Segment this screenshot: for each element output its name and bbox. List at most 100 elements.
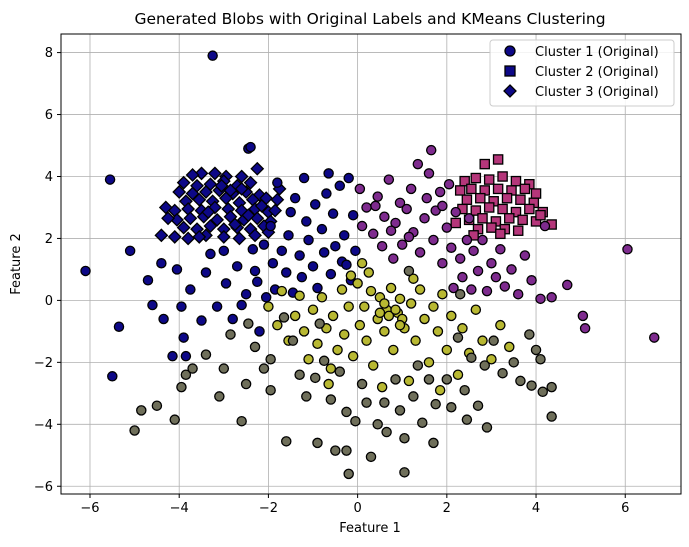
data-point-circle xyxy=(258,363,270,374)
data-point-circle xyxy=(124,245,136,257)
data-point-circle xyxy=(381,426,392,438)
data-point-circle xyxy=(648,332,660,343)
legend-label-1: Cluster 1 (Original) xyxy=(535,45,659,60)
data-point-diamond xyxy=(207,166,222,181)
data-point-circle xyxy=(214,391,225,402)
data-point-circle xyxy=(196,315,207,326)
data-point-circle xyxy=(399,432,410,444)
data-point-circle xyxy=(207,50,218,61)
data-point-circle xyxy=(113,321,125,332)
data-point-circle xyxy=(450,206,461,218)
data-point-circle xyxy=(252,276,263,288)
data-point-circle xyxy=(432,326,444,337)
data-point-circle xyxy=(258,239,270,250)
data-point-circle xyxy=(176,301,187,312)
data-point-circle xyxy=(452,369,464,380)
data-point-circle xyxy=(372,419,383,430)
data-point-circle xyxy=(423,168,435,179)
data-point-circle xyxy=(176,381,187,393)
data-point-circle xyxy=(338,329,350,340)
data-point-square xyxy=(492,183,504,195)
data-point-circle xyxy=(240,378,252,390)
data-point-diamond xyxy=(199,185,213,199)
data-point-diamond xyxy=(181,231,196,246)
data-point-square xyxy=(450,217,461,229)
data-point-circle xyxy=(363,267,375,278)
data-point-circle xyxy=(370,200,381,212)
data-point-square xyxy=(479,158,490,170)
data-point-circle xyxy=(289,192,301,204)
data-point-circle xyxy=(289,310,301,322)
data-point-circle xyxy=(276,245,288,257)
data-point-circle xyxy=(281,267,292,278)
data-point-circle xyxy=(579,323,591,334)
data-point-circle xyxy=(325,363,337,374)
data-point-circle xyxy=(356,220,368,232)
data-point-circle xyxy=(506,264,517,275)
data-point-circle xyxy=(350,415,361,427)
data-point-square xyxy=(530,188,542,199)
data-point-circle xyxy=(296,271,308,283)
data-point-circle xyxy=(441,344,453,356)
data-point-diamond xyxy=(203,219,218,233)
data-point-circle xyxy=(390,374,401,385)
data-point-circle xyxy=(403,375,415,387)
data-point-circle xyxy=(379,298,390,309)
data-point-circle xyxy=(417,417,428,429)
data-point-circle xyxy=(265,354,276,365)
data-point-circle xyxy=(419,313,430,325)
data-point-circle xyxy=(312,338,323,350)
data-point-circle xyxy=(546,292,557,303)
data-point-circle xyxy=(437,257,448,269)
data-point-circle xyxy=(318,355,330,367)
data-point-diamond xyxy=(270,192,285,207)
data-point-circle xyxy=(477,335,488,346)
data-point-circle xyxy=(488,335,499,346)
data-point-circle xyxy=(354,319,366,331)
legend: Cluster 1 (Original) Cluster 2 (Original… xyxy=(489,39,675,107)
data-point-circle xyxy=(185,284,196,295)
data-point-circle xyxy=(361,202,372,213)
data-point-circle xyxy=(448,282,459,294)
x-tick-label: 2 xyxy=(443,501,451,516)
data-point-circle xyxy=(423,374,435,385)
data-point-circle xyxy=(352,278,363,289)
data-point-square xyxy=(501,192,513,204)
data-point-circle xyxy=(314,318,325,329)
y-tick-label: 0 xyxy=(45,294,53,309)
data-point-circle xyxy=(463,213,475,224)
data-point-circle xyxy=(298,326,310,337)
data-point-circle xyxy=(245,141,256,153)
data-point-circle xyxy=(278,312,290,323)
data-point-circle xyxy=(327,310,339,322)
data-point-circle xyxy=(361,335,372,346)
data-point-circle xyxy=(318,247,330,258)
data-point-circle xyxy=(307,304,319,315)
data-point-circle xyxy=(468,245,479,257)
data-point-circle xyxy=(437,288,448,300)
y-tick-label: −4 xyxy=(34,418,53,433)
data-point-circle xyxy=(394,319,406,331)
data-point-circle xyxy=(240,288,252,300)
data-point-circle xyxy=(535,354,546,365)
data-point-circle xyxy=(428,234,439,246)
data-point-circle xyxy=(345,270,357,281)
legend-marker-diamond xyxy=(503,84,517,98)
data-point-circle xyxy=(312,437,323,449)
y-tick-label: 2 xyxy=(45,232,53,247)
data-point-circle xyxy=(461,234,473,246)
data-point-circle xyxy=(220,278,232,289)
data-point-square xyxy=(524,203,535,215)
data-point-circle xyxy=(452,332,464,343)
data-point-circle xyxy=(225,329,236,340)
x-axis-label: Feature 1 xyxy=(339,521,401,536)
data-point-circle xyxy=(419,213,430,224)
data-point-circle xyxy=(171,264,183,275)
data-points xyxy=(80,50,660,480)
y-tick-label: 6 xyxy=(45,108,53,123)
y-tick-label: 4 xyxy=(45,170,53,185)
data-point-circle xyxy=(283,230,294,241)
data-point-circle xyxy=(169,414,180,425)
data-point-circle xyxy=(156,257,167,269)
data-point-circle xyxy=(374,307,386,319)
